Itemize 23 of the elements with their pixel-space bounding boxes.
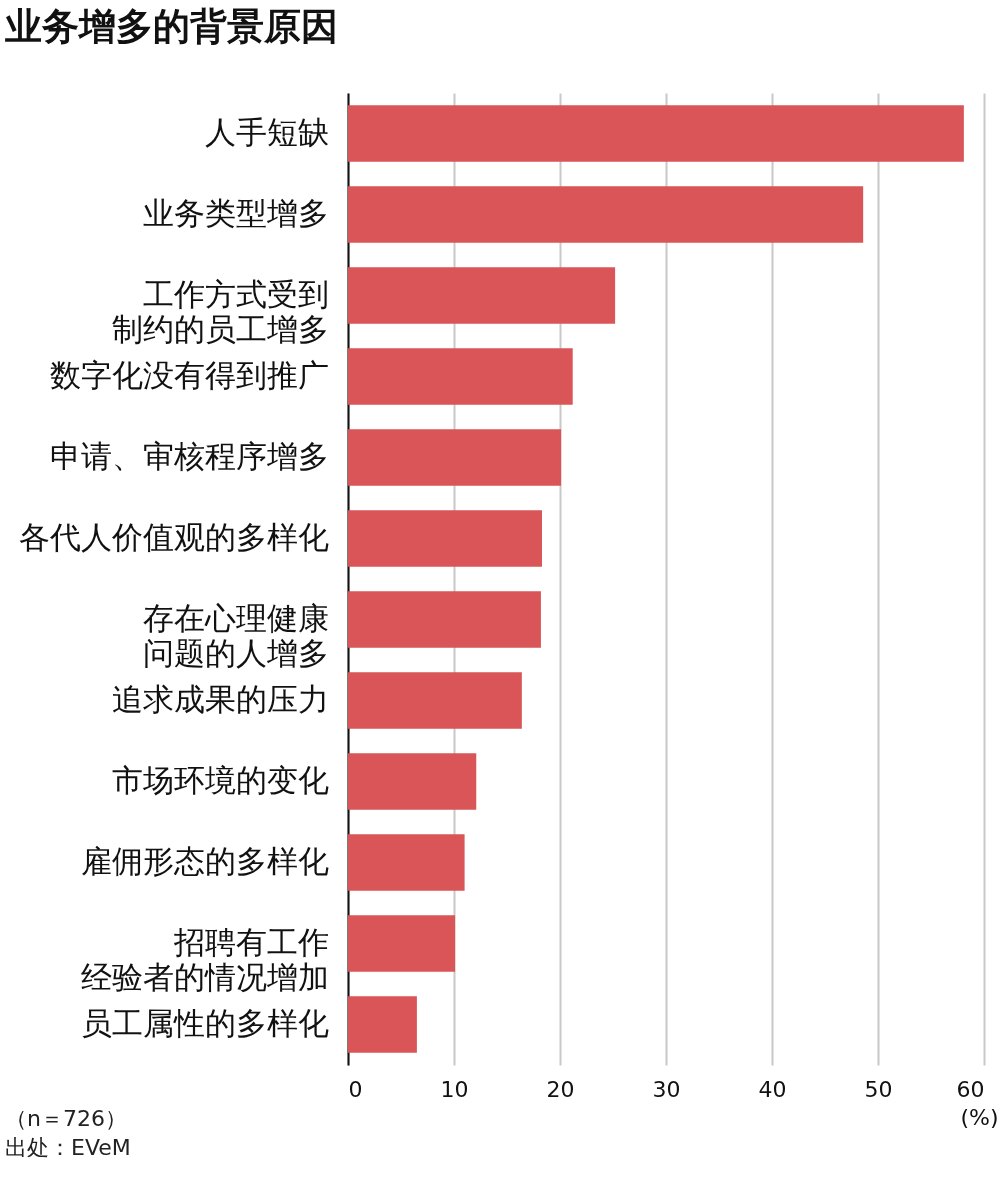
y-tick-label: 追求成果的压力 — [111, 680, 329, 717]
text: 出处：EVeM — [5, 1135, 131, 1160]
x-tick-label: 0 — [348, 1076, 363, 1102]
x-tick-label: 60 — [956, 1076, 985, 1102]
text: （n＝726） — [5, 1106, 127, 1131]
x-tick-label: 30 — [652, 1076, 681, 1102]
y-tick-label: 员工属性的多样化 — [80, 1004, 329, 1041]
y-tick-label: 申请、审核程序增多 — [49, 437, 329, 474]
x-tick-label: 50 — [864, 1076, 893, 1102]
y-tick-label: 工作方式受到制约的员工增多 — [111, 275, 329, 347]
y-tick-label: 数字化没有得到推广 — [49, 356, 329, 393]
x-tick-label: 20 — [546, 1076, 575, 1102]
y-tick-label: 雇佣形态的多样化 — [80, 842, 329, 879]
y-tick-label: 各代人价值观的多样化 — [18, 518, 329, 555]
y-tick-label: 人手短缺 — [204, 113, 329, 150]
y-tick-label: 市场环境的变化 — [111, 761, 329, 798]
x-tick-label: 10 — [440, 1076, 469, 1102]
y-tick-label: 招聘有工作经验者的情况增加 — [80, 923, 329, 995]
y-tick-label: 业务类型增多 — [142, 194, 329, 231]
x-tick-label: 40 — [758, 1076, 787, 1102]
chart-title: 业务增多的背景原因 — [5, 5, 338, 48]
x-axis-title: (%) — [960, 1104, 999, 1130]
y-tick-label: 存在心理健康问题的人增多 — [142, 599, 329, 671]
